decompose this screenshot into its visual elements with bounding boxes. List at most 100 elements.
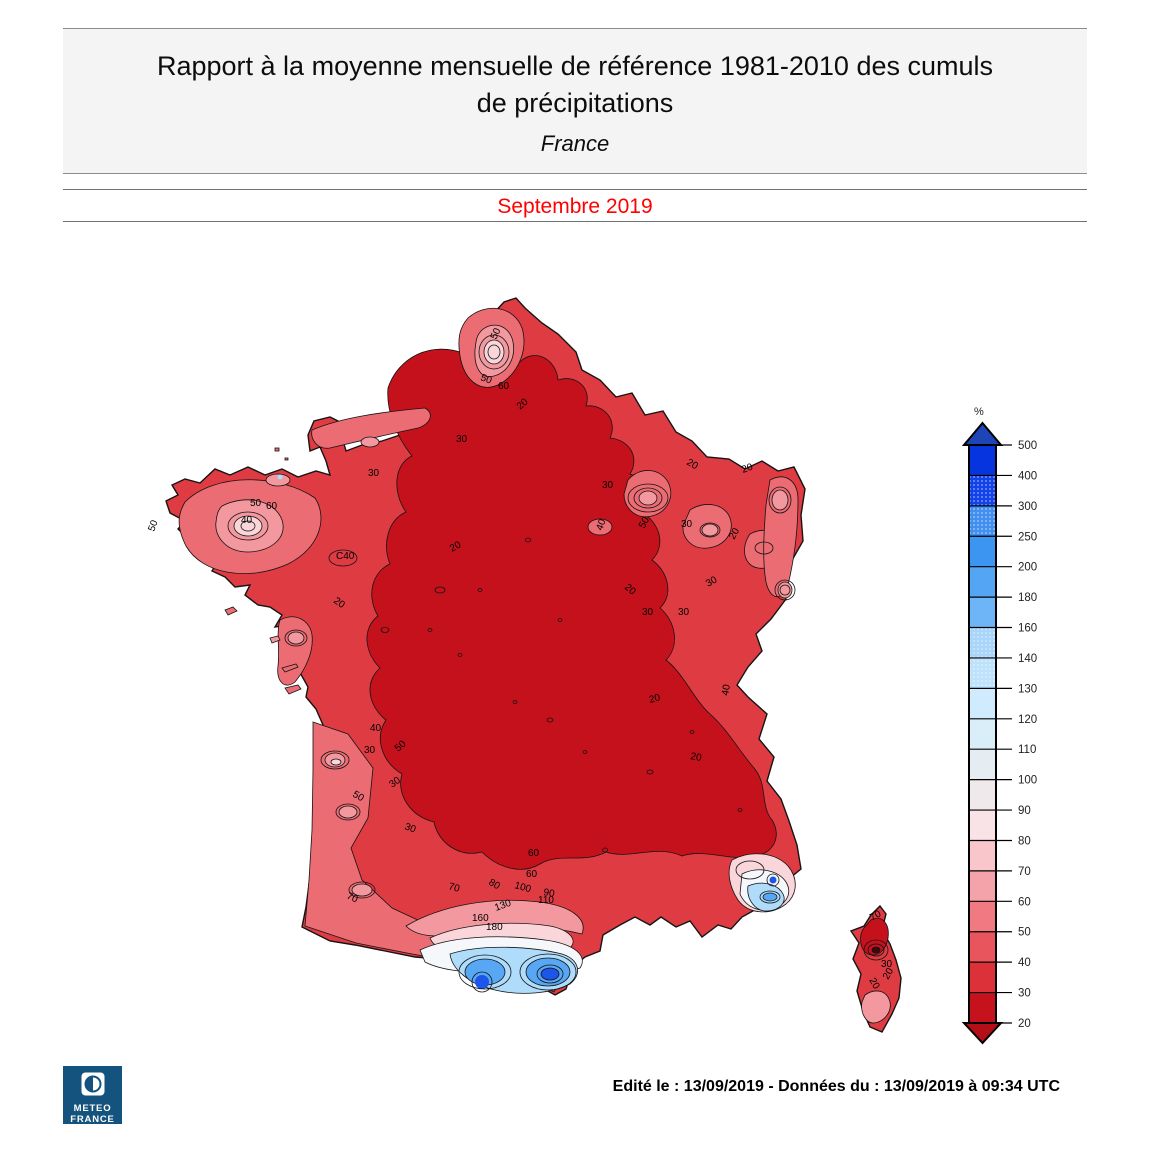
legend-unit-label: % xyxy=(974,406,984,418)
contour-label: 50 xyxy=(479,372,494,386)
corsica-contour-ring xyxy=(867,943,885,957)
corsica-south-pink xyxy=(861,990,891,1024)
zone-champagne-spot xyxy=(587,518,613,536)
legend-tick-label: 120 xyxy=(1018,714,1037,726)
island-noirmoutier xyxy=(269,635,281,644)
contour-label: 20 xyxy=(448,539,464,554)
contour-label: 30 xyxy=(403,821,418,835)
title-box: Rapport à la moyenne mensuelle de référe… xyxy=(63,28,1087,174)
legend-tick-label: 130 xyxy=(1018,683,1037,695)
legend-band xyxy=(969,718,996,750)
legend-band xyxy=(969,779,996,811)
report-title-line2: de précipitations xyxy=(476,88,674,118)
legend-tick-label: 40 xyxy=(1018,957,1031,969)
legend-tick-label: 50 xyxy=(1018,927,1031,939)
legend-band xyxy=(969,992,996,1023)
meteo-france-logo: METEO FRANCE xyxy=(63,1066,122,1125)
contour-label: 40 xyxy=(594,517,608,532)
legend-tick-label: 30 xyxy=(1018,988,1031,1000)
contour-label: 30 xyxy=(704,574,720,589)
contour-label: 40 xyxy=(370,723,382,734)
period-label: Septembre 2019 xyxy=(497,195,653,218)
legend-band xyxy=(969,962,996,993)
contour-label: 180 xyxy=(486,922,503,933)
legend-band xyxy=(969,840,996,871)
pink-sw-3 xyxy=(351,883,373,897)
legend-tick-label: 250 xyxy=(1018,531,1037,543)
contour-label: 70 xyxy=(345,891,360,906)
legend-color-scale: % 500 400 300 250 200 180 160 140 130 120 110 100 90… xyxy=(961,406,1037,1045)
legend-tick-label: 140 xyxy=(1018,653,1037,665)
corsica-contour-ring xyxy=(863,939,889,961)
pink-loire xyxy=(287,631,305,645)
legend-tick-label: 60 xyxy=(1018,896,1031,908)
pink-alsace-1 xyxy=(771,489,789,511)
blue-zones xyxy=(277,474,785,994)
legend-bands xyxy=(969,445,996,1023)
contour-label: 20 xyxy=(685,457,701,472)
strongblue-pyrenees-west xyxy=(475,975,489,989)
contour-label: 50 xyxy=(637,515,652,531)
meteo-france-logo-icon xyxy=(81,1072,104,1096)
legend-band xyxy=(969,901,996,932)
period-band: Septembre 2019 xyxy=(63,189,1087,222)
pink-lorraine-1 xyxy=(638,490,658,506)
contour-label: 30 xyxy=(364,745,376,756)
contour-label: 40 xyxy=(241,515,253,526)
contour-label: 30 xyxy=(602,480,614,491)
contour-label: 20 xyxy=(727,526,742,542)
contour-rings xyxy=(227,334,796,993)
contour-label: 30 xyxy=(681,519,693,530)
contour-label: 40 xyxy=(720,683,733,696)
legend-tick-label: 300 xyxy=(1018,501,1037,513)
legend-arrow-up xyxy=(961,421,1004,446)
legend-band xyxy=(969,688,996,719)
contour-label: 30 xyxy=(456,434,468,445)
legend-band xyxy=(969,870,996,902)
contour-label: 160 xyxy=(472,913,489,924)
pale-sw xyxy=(330,758,342,766)
contour-label: C40 xyxy=(336,551,355,562)
legend-tick-label: 160 xyxy=(1018,623,1037,635)
legend-band xyxy=(969,597,996,628)
logo-text-line1: METEO xyxy=(73,1103,112,1114)
legend-tick-label: 90 xyxy=(1018,805,1031,817)
contour-label: 30 xyxy=(368,468,380,479)
report-title-line1: Rapport à la moyenne mensuelle de référe… xyxy=(156,51,993,81)
legend-tick-label: 80 xyxy=(1018,835,1031,847)
legend-band xyxy=(969,445,996,476)
contour-label: 50 xyxy=(351,789,367,804)
contour-label: 30 xyxy=(678,607,690,618)
contour-label: 50 xyxy=(489,326,504,341)
legend-tick-label: 180 xyxy=(1018,592,1037,604)
corsica-dark-core xyxy=(871,946,881,954)
legend-band xyxy=(969,749,996,780)
contour-label: 90 xyxy=(542,887,555,900)
contour-label: 70 xyxy=(868,908,884,923)
midblue-southeast xyxy=(762,892,778,902)
legend-tick-label: 100 xyxy=(1018,775,1037,787)
contour-label: 50 xyxy=(146,518,160,533)
contour-label: 70 xyxy=(447,881,461,895)
edition-timestamp: Edité le : 13/09/2019 - Données du : 13/… xyxy=(612,1078,1060,1095)
island-oleron xyxy=(284,684,302,695)
strongblue-pyrenees-east xyxy=(540,967,560,981)
pale-north-tip xyxy=(483,339,505,365)
lightblue-brittany-dot xyxy=(277,474,283,480)
contour-label: 30 xyxy=(881,959,893,970)
contour-label: 20 xyxy=(689,751,702,764)
island-re xyxy=(281,663,299,673)
legend-band xyxy=(969,931,996,963)
report-region: France xyxy=(540,131,610,156)
legend-band xyxy=(969,536,996,567)
island-channel-1 xyxy=(274,447,280,452)
contour-label: 20 xyxy=(881,966,896,982)
legend-band-dots xyxy=(969,475,996,506)
pink-brittany-north xyxy=(265,473,291,487)
contour-label: 50 xyxy=(250,498,262,509)
zone-normandy-strip xyxy=(311,407,431,449)
contour-label: 30 xyxy=(642,607,654,618)
